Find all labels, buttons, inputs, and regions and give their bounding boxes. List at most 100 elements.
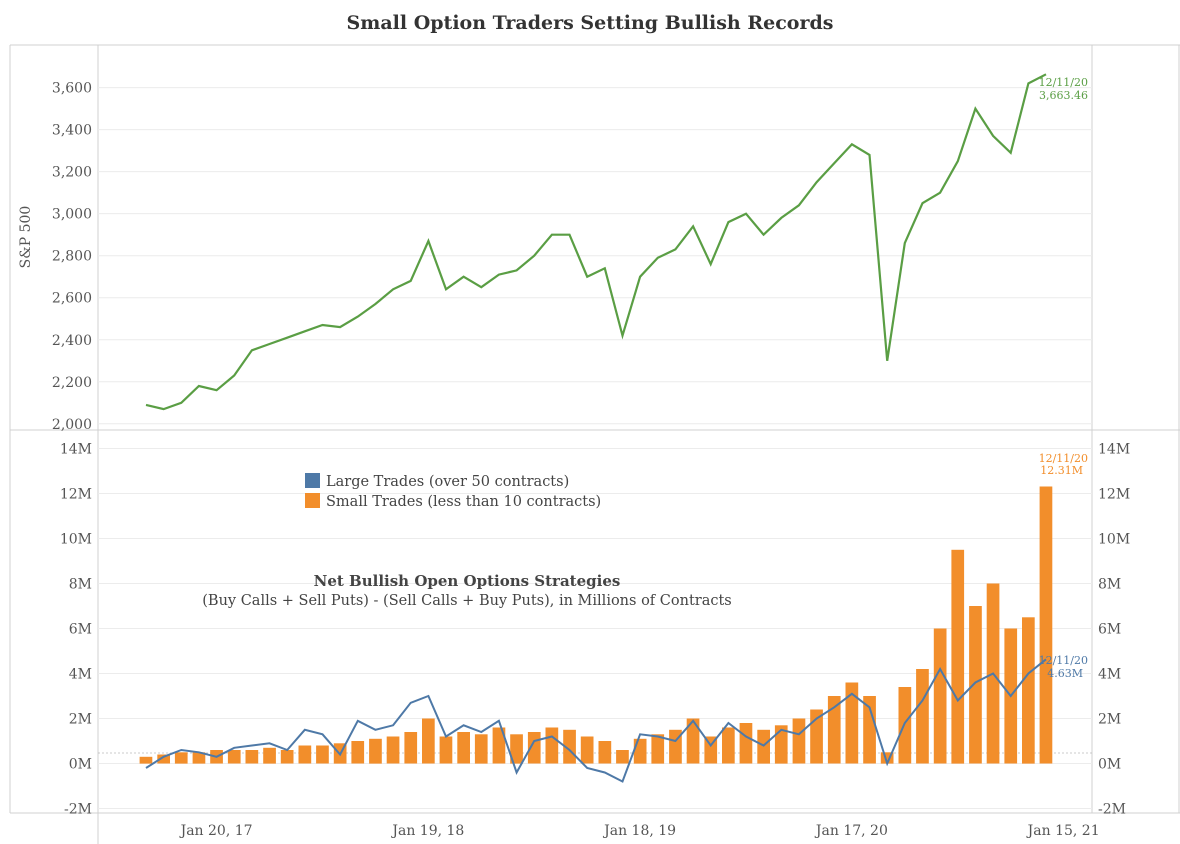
small-trades-bar — [192, 752, 206, 764]
x-tick-label: Jan 20, 17 — [179, 823, 253, 839]
sp500-line — [145, 73, 1047, 411]
options-y-tick-right: -2M — [1098, 802, 1126, 818]
small-trades-bar — [651, 734, 665, 764]
sp500-annotation-value: 3,663.46 — [1039, 89, 1088, 102]
small-trades-bar — [810, 709, 823, 764]
sp500-y-tick: 3,600 — [52, 81, 92, 97]
small-trades-bar — [263, 747, 276, 764]
small-trades-bar — [580, 736, 594, 764]
small-trades-bar — [916, 669, 929, 764]
small-trades-bar — [492, 727, 506, 764]
small-trades-bar — [139, 756, 153, 764]
small-trades-bar — [863, 696, 876, 764]
small-trades-bar — [439, 736, 453, 764]
options-y-tick-right: 4M — [1098, 667, 1121, 683]
small-trades-bar — [510, 734, 523, 764]
options-y-tick-right: 8M — [1098, 577, 1121, 593]
small-trades-bar — [792, 718, 806, 764]
options-y-tick-right: 2M — [1098, 712, 1121, 728]
small-trades-bar — [722, 727, 735, 764]
small-trades-bar — [774, 725, 788, 764]
small-trades-bar — [422, 718, 435, 764]
options-y-tick-left: 2M — [69, 712, 92, 728]
small-trades-bar — [351, 741, 365, 764]
options-y-tick-right: 0M — [1098, 757, 1121, 773]
small-trades-bar — [404, 732, 418, 764]
small-annotation-value: 12.31M — [1040, 464, 1083, 477]
chart-title: Small Option Traders Setting Bullish Rec… — [346, 12, 834, 34]
sp500-y-tick: 2,400 — [52, 333, 92, 349]
small-trades-bar — [598, 741, 612, 764]
options-y-tick-left: 6M — [69, 622, 92, 638]
x-axis: Jan 20, 17 Jan 19, 18 Jan 18, 19 Jan 17, 20… — [179, 823, 1100, 839]
options-y-tick-left: -2M — [64, 802, 92, 818]
x-tick-label: Jan 17, 20 — [814, 823, 888, 839]
sp500-y-tick: 2,600 — [52, 291, 92, 307]
sp500-y-tick: 2,200 — [52, 375, 92, 391]
options-chart-title: Net Bullish Open Options Strategies — [314, 572, 621, 590]
sp500-y-axis: 2,000 2,200 2,400 2,600 2,800 3,000 3,200 3,400… — [52, 81, 92, 433]
small-trades-bar — [686, 718, 700, 764]
small-annotation-date: 12/11/20 — [1039, 452, 1088, 465]
x-tick-label: Jan 18, 19 — [602, 823, 676, 839]
options-y-tick-right: 6M — [1098, 622, 1121, 638]
legend-swatch-small — [305, 493, 320, 508]
options-y-tick-left: 10M — [60, 532, 92, 548]
large-annotation-value: 4.63M — [1047, 667, 1083, 680]
small-trades-bar — [227, 750, 241, 764]
sp500-y-tick: 3,000 — [52, 207, 92, 223]
small-trades-bar — [739, 723, 753, 764]
options-y-tick-left: 12M — [60, 487, 92, 503]
small-trades-bar — [280, 750, 294, 764]
sp500-gridlines — [98, 87, 1092, 425]
x-tick-label: Jan 19, 18 — [390, 823, 464, 839]
small-trades-bar — [174, 752, 188, 764]
small-trades-bar — [757, 729, 770, 764]
options-y-tick-left: 0M — [69, 757, 92, 773]
sp500-annotation-date: 12/11/20 — [1039, 76, 1088, 89]
small-trades-bar — [474, 734, 488, 764]
options-y-tick-right: 14M — [1098, 442, 1130, 458]
small-trades-bar — [1039, 486, 1053, 764]
small-trades-bar — [157, 754, 170, 764]
sp500-y-tick: 3,200 — [52, 165, 92, 181]
legend-label-small: Small Trades (less than 10 contracts) — [326, 494, 601, 510]
legend-swatch-large — [305, 473, 320, 488]
large-trades-annotation: 12/11/20 4.63M — [1039, 654, 1088, 680]
small-trades-bar — [704, 736, 718, 764]
sp500-axis-label: S&P 500 — [18, 206, 34, 269]
small-trades-bar — [316, 745, 329, 764]
large-annotation-date: 12/11/20 — [1039, 654, 1088, 667]
options-y-tick-left: 14M — [60, 442, 92, 458]
legend: Large Trades (over 50 contracts) Small T… — [305, 473, 601, 510]
small-trades-bar — [369, 738, 382, 764]
options-y-axis-right: -2M 0M 2M 4M 6M 8M 10M 12M 14M — [1098, 442, 1130, 818]
sp500-y-tick: 3,400 — [52, 123, 92, 139]
small-trades-bar — [616, 750, 629, 764]
small-trades-bar — [880, 752, 894, 764]
small-trades-bar — [545, 727, 559, 764]
large-trades-line — [145, 658, 1047, 783]
small-trades-bar — [1022, 617, 1035, 764]
small-trades-bar — [298, 745, 312, 764]
x-tick-label: Jan 15, 21 — [1026, 823, 1100, 839]
chart-frame — [9, 44, 1180, 844]
small-trades-bars — [139, 486, 1053, 764]
sp500-y-tick: 2,000 — [52, 417, 92, 433]
options-y-tick-left: 4M — [69, 667, 92, 683]
options-y-tick-right: 12M — [1098, 487, 1130, 503]
sp500-annotation: 12/11/20 3,663.46 — [1039, 76, 1088, 102]
small-trades-bar — [245, 750, 259, 764]
options-chart-subtitle: (Buy Calls + Sell Puts) - (Sell Calls + … — [202, 593, 731, 609]
options-y-axis-left: -2M 0M 2M 4M 6M 8M 10M 12M 14M — [60, 442, 92, 818]
sp500-y-tick: 2,800 — [52, 249, 92, 265]
small-trades-bar — [457, 732, 470, 764]
small-trades-bar — [969, 606, 982, 764]
small-trades-bar — [845, 682, 859, 764]
small-trades-bar — [386, 736, 400, 764]
small-trades-bar — [827, 696, 841, 764]
small-trades-annotation: 12/11/20 12.31M — [1039, 452, 1088, 477]
small-trades-bar — [951, 549, 965, 764]
options-y-tick-left: 8M — [69, 577, 92, 593]
